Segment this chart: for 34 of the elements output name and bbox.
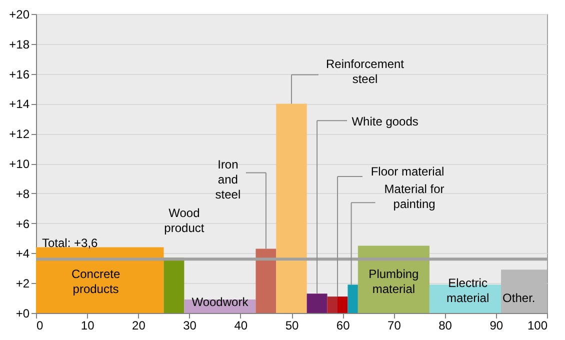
x-tick-label: 90 (490, 318, 504, 332)
x-tick-label: 50 (285, 318, 299, 332)
x-tick-label: 100 (527, 318, 548, 332)
y-tick-label: +18 (9, 37, 30, 52)
x-tick-label: 60 (336, 318, 350, 332)
annotation: White goods (352, 114, 418, 129)
x-tick-label: 70 (388, 318, 402, 332)
y-tick-label: +8 (16, 186, 30, 201)
y-tick-label: +6 (16, 216, 30, 231)
annotation: Material for painting (384, 182, 444, 212)
y-tick-label: +0 (16, 306, 30, 320)
y-tick-label: +14 (9, 97, 30, 112)
annotation: Other. (502, 291, 536, 306)
x-tick-label: 20 (132, 318, 146, 332)
annotation: Floor material (370, 164, 444, 179)
y-tick-label: +10 (9, 157, 30, 171)
ref-line-label: Total: +3,6 (42, 236, 98, 250)
annotation: Wood product (164, 206, 205, 235)
y-tick-label: +20 (9, 8, 30, 22)
y-tick-label: +4 (16, 246, 30, 261)
x-tick-label: 10 (80, 318, 95, 332)
y-tick-label: +2 (16, 276, 30, 291)
annotation: Woodwork (192, 294, 250, 309)
x-tick-label: 80 (438, 318, 452, 332)
x-tick-label: 40 (234, 318, 248, 332)
x-tick-label: 0 (36, 318, 44, 332)
x-tick-label: 30 (183, 318, 197, 332)
annotation: Electric material (446, 276, 490, 306)
annotation: Iron and steel (215, 158, 241, 202)
y-tick-label: +12 (9, 127, 30, 142)
y-tick-label: +16 (9, 67, 30, 82)
annotation: Reinforcement steel (326, 57, 405, 86)
annotation: Concrete products (71, 267, 120, 296)
annotation: Plumbing material (368, 267, 419, 296)
